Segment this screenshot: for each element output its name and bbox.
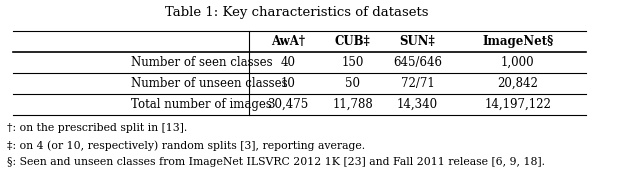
Text: 72/71: 72/71 [401, 77, 435, 90]
Text: AwA†: AwA† [271, 35, 305, 48]
Text: Total number of images: Total number of images [131, 98, 272, 111]
Text: CUB‡: CUB‡ [335, 35, 371, 48]
Text: 10: 10 [280, 77, 295, 90]
Text: 150: 150 [341, 56, 364, 69]
Text: 645/646: 645/646 [393, 56, 442, 69]
Text: 14,197,122: 14,197,122 [484, 98, 551, 111]
Text: §: Seen and unseen classes from ImageNet ILSVRC 2012 1K [23] and Fall 2011 relea: §: Seen and unseen classes from ImageNet… [7, 157, 545, 167]
Text: 11,788: 11,788 [332, 98, 373, 111]
Text: 50: 50 [345, 77, 360, 90]
Text: †: on the prescribed split in [13].: †: on the prescribed split in [13]. [7, 123, 188, 133]
Text: 30,475: 30,475 [267, 98, 308, 111]
Text: SUN‡: SUN‡ [399, 35, 435, 48]
Text: 40: 40 [280, 56, 295, 69]
Text: ImageNet§: ImageNet§ [483, 35, 554, 48]
Text: Table 1: Key characteristics of datasets: Table 1: Key characteristics of datasets [164, 6, 428, 19]
Text: 1,000: 1,000 [501, 56, 534, 69]
Text: ‡: on 4 (or 10, respectively) random splits [3], reporting average.: ‡: on 4 (or 10, respectively) random spl… [7, 140, 365, 151]
Text: 20,842: 20,842 [497, 77, 538, 90]
Text: 14,340: 14,340 [397, 98, 438, 111]
Text: Number of seen classes: Number of seen classes [131, 56, 273, 69]
Text: Number of unseen classes: Number of unseen classes [131, 77, 288, 90]
